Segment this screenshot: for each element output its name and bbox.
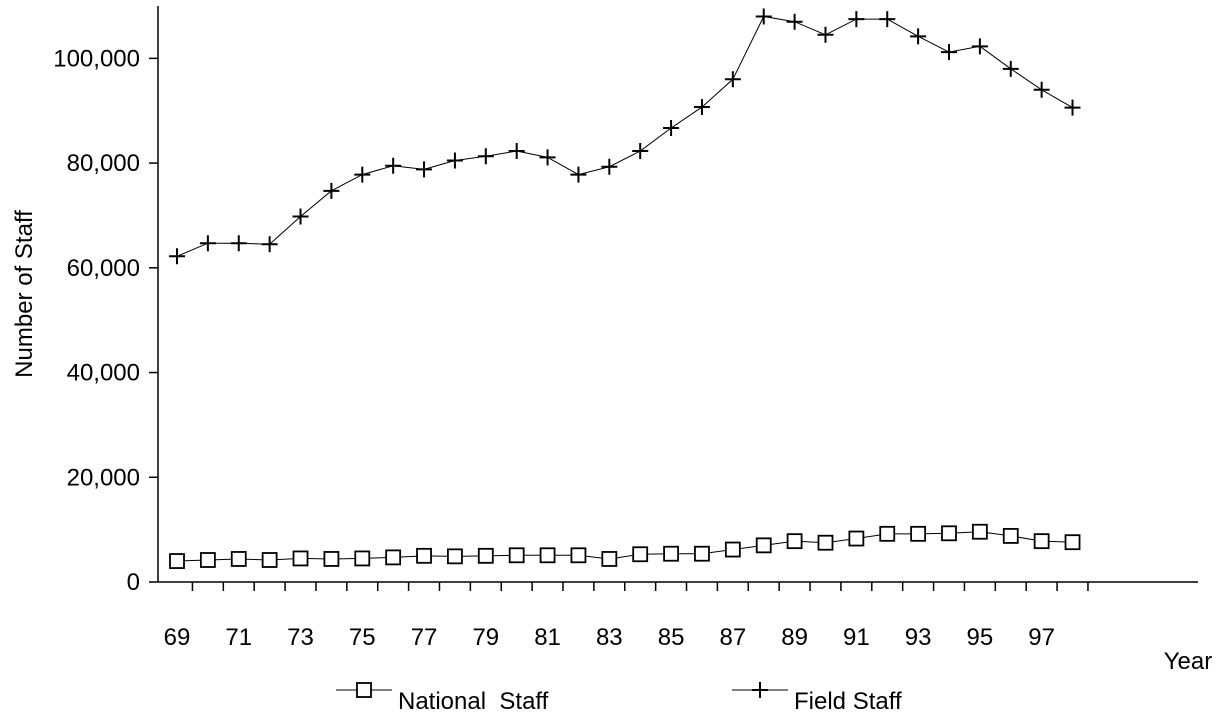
- x-tick-label: 69: [164, 624, 191, 651]
- data-point: [570, 547, 587, 564]
- legend-item: Field Staff: [732, 682, 902, 715]
- data-point: [694, 545, 710, 562]
- data-point: [446, 152, 463, 169]
- data-point: [724, 541, 741, 558]
- x-tick-label: 93: [905, 624, 932, 651]
- data-point: [477, 148, 494, 165]
- x-tick-label: 73: [287, 624, 314, 651]
- data-point: [1064, 534, 1081, 551]
- data-point: [1002, 60, 1019, 77]
- data-point: [570, 166, 587, 183]
- data-point: [755, 8, 772, 25]
- data-point: [261, 552, 278, 568]
- data-point: [1033, 81, 1050, 98]
- data-point: [199, 552, 216, 568]
- data-point: [817, 534, 834, 551]
- x-tick-label: 85: [658, 624, 685, 651]
- data-point: [971, 523, 988, 540]
- series-line: [176, 15, 1073, 257]
- data-point: [601, 158, 618, 175]
- x-tick-label: 89: [781, 624, 808, 651]
- data-point: [663, 120, 680, 137]
- x-tick-label: 95: [967, 624, 994, 651]
- legend-label: Field Staff: [794, 688, 902, 715]
- data-point: [632, 546, 649, 563]
- data-point: [632, 143, 649, 160]
- data-point: [292, 208, 309, 225]
- data-point: [910, 525, 927, 542]
- y-tick-label: 40,000: [67, 360, 140, 387]
- y-tick-label: 80,000: [67, 150, 140, 177]
- data-point: [230, 235, 247, 252]
- legend-label: National Staff: [398, 688, 549, 715]
- data-point: [323, 551, 340, 567]
- data-point: [354, 550, 371, 567]
- data-point: [1002, 528, 1019, 544]
- x-tick-label: 77: [411, 624, 438, 651]
- y-tick-label: 100,000: [53, 45, 140, 72]
- data-point: [724, 71, 741, 88]
- data-point: [447, 548, 463, 565]
- data-point: [477, 547, 494, 564]
- y-tick-label: 60,000: [67, 255, 140, 282]
- data-point: [1064, 99, 1081, 116]
- data-point: [786, 533, 803, 550]
- data-point: [879, 11, 896, 28]
- data-point: [879, 525, 896, 542]
- data-point: [169, 553, 185, 569]
- data-point: [817, 26, 834, 43]
- x-tick-label: 97: [1028, 624, 1055, 651]
- y-axis-title: Number of Staff: [11, 210, 38, 378]
- x-tick-label: 87: [719, 624, 746, 651]
- data-point: [941, 525, 957, 542]
- data-point: [786, 13, 803, 30]
- data-point: [199, 235, 216, 252]
- series-layer: [169, 8, 1081, 569]
- data-point: [1033, 533, 1050, 550]
- data-point: [508, 143, 525, 160]
- data-point: [848, 11, 865, 28]
- data-point: [848, 530, 865, 547]
- data-point: [663, 545, 679, 562]
- data-point: [971, 38, 988, 55]
- data-point: [693, 99, 710, 116]
- data-point: [323, 182, 340, 199]
- data-point: [416, 161, 433, 178]
- data-point: [230, 551, 247, 567]
- x-tick-label: 71: [225, 624, 252, 651]
- data-point: [508, 547, 525, 564]
- series-line: [176, 531, 1073, 562]
- data-point: [385, 157, 402, 174]
- data-point: [539, 149, 556, 166]
- data-point: [292, 550, 309, 567]
- legend: National Staff Field Staff: [336, 682, 902, 715]
- y-tick-label: 0: [127, 569, 140, 596]
- x-axis-title: Year: [1164, 648, 1213, 675]
- x-tick-label: 79: [472, 624, 499, 651]
- series-field-staff: [169, 8, 1081, 265]
- x-tick-label: 75: [349, 624, 376, 651]
- x-tick-label: 83: [596, 624, 623, 651]
- data-point: [261, 236, 278, 253]
- series-national-staff: [169, 523, 1081, 569]
- data-point: [354, 166, 371, 183]
- x-tick-label: 81: [534, 624, 561, 651]
- y-axis-ticks: 0 20,000 40,000 60,000 80,000 100,000: [53, 45, 158, 596]
- legend-marker: [356, 682, 372, 698]
- legend-marker: [752, 682, 768, 698]
- chart-axes: [157, 6, 1198, 583]
- data-point: [169, 248, 185, 265]
- data-point: [416, 547, 432, 564]
- x-tick-label: 91: [843, 624, 870, 651]
- data-point: [910, 28, 927, 45]
- data-point: [941, 44, 957, 61]
- data-point: [539, 547, 556, 564]
- y-tick-label: 20,000: [67, 464, 140, 491]
- legend-item: National Staff: [336, 682, 549, 715]
- data-point: [601, 551, 618, 567]
- data-point: [385, 549, 402, 566]
- x-axis-ticks: 69 71 73 75 77 79 81 83 85 87 89 91 93 95 97: [164, 582, 1089, 651]
- data-point: [755, 537, 772, 554]
